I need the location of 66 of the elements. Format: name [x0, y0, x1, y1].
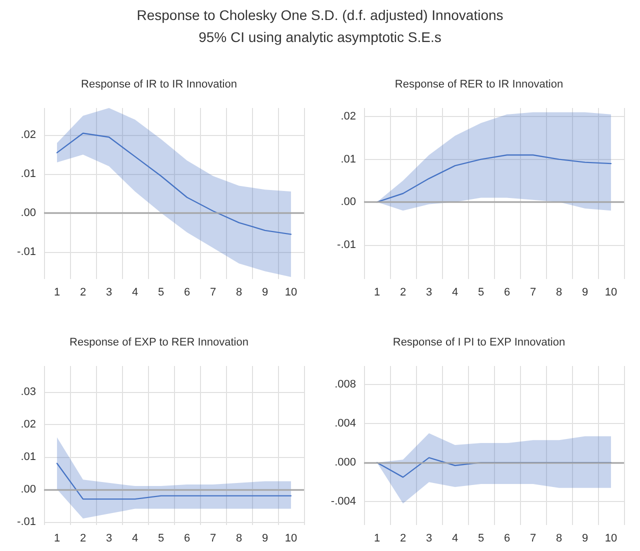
x-tick-label: 9 [582, 532, 588, 544]
x-tick-label: 3 [106, 286, 112, 298]
x-tick-label: 10 [604, 286, 618, 298]
y-tick-label: .02 [20, 129, 36, 142]
chart-title: Response of I PI to EXP Innovation [392, 336, 566, 348]
y-tick-label: .000 [334, 456, 356, 469]
x-tick-label: 3 [106, 532, 112, 544]
x-tick-label: 3 [426, 532, 432, 544]
x-tick-label: 5 [158, 286, 164, 298]
x-tick-label: 1 [54, 532, 60, 544]
line-series [376, 154, 612, 203]
x-tick-label: 8 [236, 286, 242, 298]
line-series [376, 457, 612, 478]
x-tick-label: 5 [478, 532, 484, 544]
y-tick-label: .01 [20, 450, 36, 463]
x-tick-label: 4 [132, 532, 138, 544]
y-tick-label: .02 [20, 418, 36, 430]
y-tick-label: .00 [20, 206, 36, 219]
x-tick-label: 9 [262, 532, 268, 544]
x-tick-label: 10 [284, 532, 298, 544]
chart-title: Response of RER to IR Innovation [394, 78, 564, 90]
x-tick-label: 8 [556, 532, 562, 544]
x-tick-label: 2 [80, 532, 86, 544]
x-tick-label: 7 [210, 532, 216, 544]
x-tick-label: 1 [374, 532, 380, 544]
x-tick-label: 2 [400, 286, 406, 298]
x-tick-label: 9 [262, 286, 268, 298]
y-tick-label: -.01 [17, 516, 36, 528]
line-series [56, 132, 292, 235]
x-tick-label: 7 [530, 286, 536, 298]
x-tick-label: 5 [158, 532, 164, 544]
chart-title: Response of IR to IR Innovation [81, 78, 237, 90]
y-tick-label: .01 [20, 168, 36, 180]
x-tick-label: 1 [374, 286, 380, 298]
y-tick-label: .00 [340, 196, 356, 208]
x-tick-label: 1 [54, 286, 60, 298]
x-tick-label: 3 [426, 286, 432, 298]
y-tick-label: .03 [20, 386, 36, 398]
y-tick-label: .004 [334, 418, 356, 430]
x-tick-label: 4 [452, 286, 458, 298]
y-tick-label: .00 [20, 483, 36, 496]
x-tick-label: 4 [132, 286, 138, 298]
x-tick-label: 7 [530, 532, 536, 544]
x-tick-label: 2 [80, 286, 86, 298]
y-tick-label: .008 [334, 378, 356, 391]
x-tick-label: 6 [184, 532, 190, 544]
x-tick-label: 10 [604, 532, 618, 544]
x-tick-label: 2 [400, 532, 406, 544]
chart-title: Response of EXP to RER Innovation [70, 336, 248, 348]
x-tick-label: 8 [556, 286, 562, 298]
text: 95% CI using analytic asymptotic S.E.s [198, 28, 442, 47]
x-tick-label: 8 [236, 532, 242, 544]
x-tick-label: 5 [478, 286, 484, 298]
x-tick-label: 10 [284, 286, 298, 298]
y-tick-label: .01 [340, 153, 356, 166]
x-tick-label: 4 [452, 532, 458, 544]
y-tick-label: -.004 [330, 496, 356, 508]
y-tick-label: .02 [340, 110, 356, 123]
y-tick-label: -.01 [17, 246, 36, 258]
text: Response to Cholesky One S.D. (d.f. adjusted) Innovations [136, 6, 504, 25]
x-tick-label: 6 [504, 286, 510, 298]
x-tick-label: 6 [184, 286, 190, 298]
x-tick-label: 7 [210, 286, 216, 298]
x-tick-label: 6 [504, 532, 510, 544]
y-tick-label: -.01 [337, 238, 356, 251]
x-tick-label: 9 [582, 286, 588, 298]
